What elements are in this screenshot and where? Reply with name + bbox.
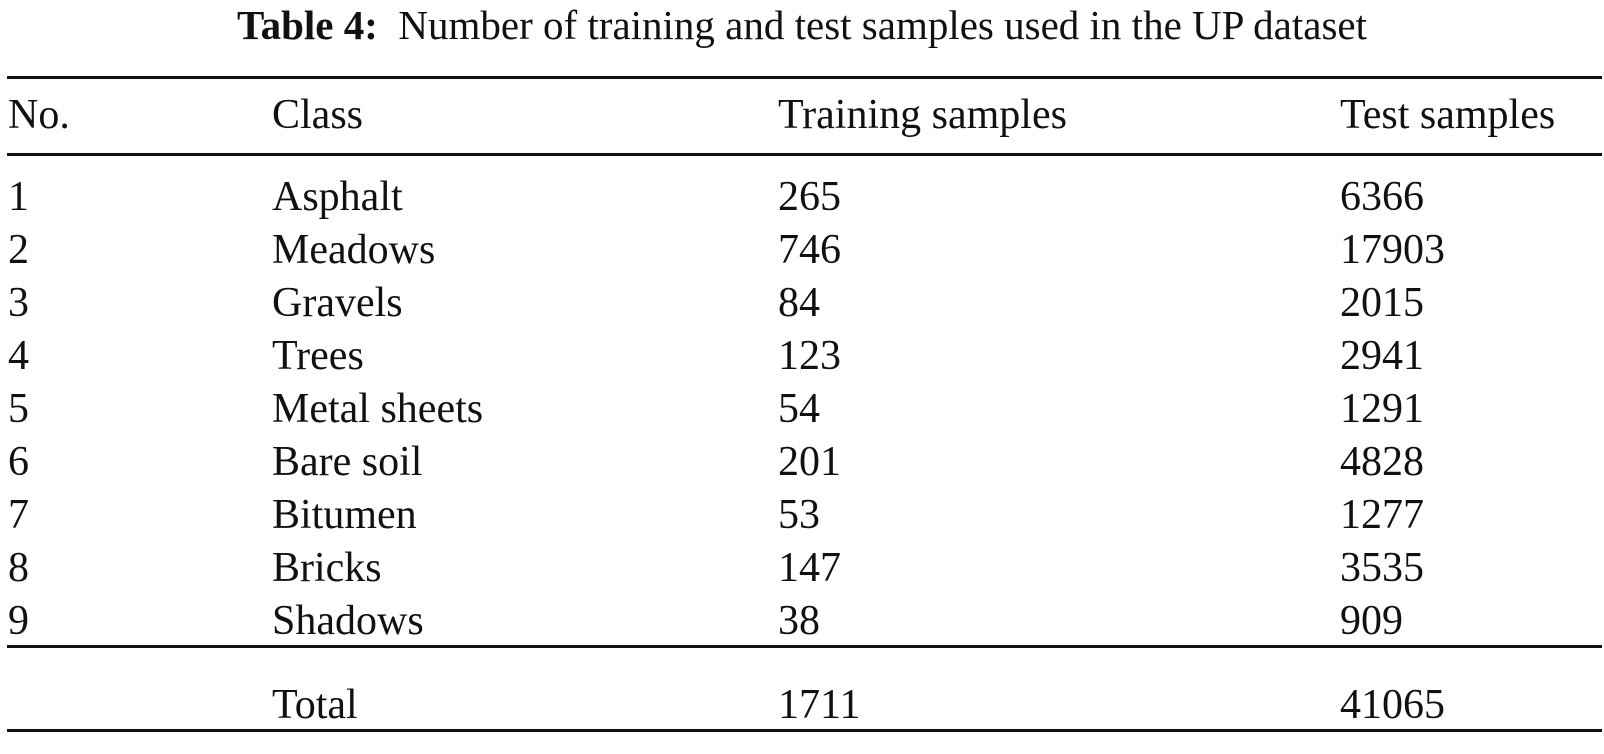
cell-class: Asphalt xyxy=(272,174,403,220)
table-header-row: No. Class Training samples Test samples xyxy=(0,84,1604,146)
table-caption-label: Table 4: xyxy=(237,2,378,48)
table-header-rule xyxy=(7,153,1602,156)
cell-training: 746 xyxy=(778,227,841,273)
table-row: 1 Asphalt 265 6366 xyxy=(0,171,1604,224)
table-row: 8 Bricks 147 3535 xyxy=(0,542,1604,595)
header-no: No. xyxy=(8,92,70,138)
cell-class: Bare soil xyxy=(272,439,423,485)
cell-class: Meadows xyxy=(272,227,436,273)
cell-training: 54 xyxy=(778,386,820,432)
cell-no: 6 xyxy=(8,439,29,485)
cell-class: Metal sheets xyxy=(272,386,484,432)
cell-no: 1 xyxy=(8,174,29,220)
cell-training: 201 xyxy=(778,439,841,485)
table-row: 7 Bitumen 53 1277 xyxy=(0,489,1604,542)
table-row: 2 Meadows 746 17903 xyxy=(0,224,1604,277)
total-label: Total xyxy=(272,682,358,728)
cell-training: 123 xyxy=(778,333,841,379)
header-test-samples: Test samples xyxy=(1340,92,1556,138)
cell-test: 3535 xyxy=(1340,545,1424,591)
cell-test: 909 xyxy=(1340,598,1403,644)
cell-training: 38 xyxy=(778,598,820,644)
table-row: 4 Trees 123 2941 xyxy=(0,330,1604,383)
cell-training: 147 xyxy=(778,545,841,591)
header-class: Class xyxy=(272,92,364,138)
table-caption-text: Number of training and test samples used… xyxy=(398,2,1367,48)
total-test: 41065 xyxy=(1340,682,1445,728)
total-training: 1711 xyxy=(778,682,861,728)
cell-no: 5 xyxy=(8,386,29,432)
cell-training: 265 xyxy=(778,174,841,220)
cell-no: 8 xyxy=(8,545,29,591)
cell-test: 17903 xyxy=(1340,227,1445,273)
cell-no: 4 xyxy=(8,333,29,379)
table-total-row: Total 1711 41065 xyxy=(0,680,1604,730)
table-bottom-rule xyxy=(7,729,1602,732)
cell-test: 4828 xyxy=(1340,439,1424,485)
table-row: 9 Shadows 38 909 xyxy=(0,595,1604,648)
cell-test: 2941 xyxy=(1340,333,1424,379)
cell-training: 84 xyxy=(778,280,820,326)
table-row: 5 Metal sheets 54 1291 xyxy=(0,383,1604,436)
cell-test: 2015 xyxy=(1340,280,1424,326)
cell-class: Trees xyxy=(272,333,364,379)
table-top-rule xyxy=(7,76,1602,79)
cell-no: 7 xyxy=(8,492,29,538)
cell-class: Gravels xyxy=(272,280,403,326)
cell-no: 9 xyxy=(8,598,29,644)
cell-test: 1291 xyxy=(1340,386,1424,432)
cell-no: 3 xyxy=(8,280,29,326)
table-caption: Table 4: Number of training and test sam… xyxy=(0,0,1604,50)
cell-test: 1277 xyxy=(1340,492,1424,538)
cell-training: 53 xyxy=(778,492,820,538)
cell-class: Bitumen xyxy=(272,492,417,538)
header-training-samples: Training samples xyxy=(778,92,1067,138)
table-total-rule xyxy=(7,645,1602,648)
cell-class: Shadows xyxy=(272,598,424,644)
table-row: 6 Bare soil 201 4828 xyxy=(0,436,1604,489)
table-row: 3 Gravels 84 2015 xyxy=(0,277,1604,330)
cell-class: Bricks xyxy=(272,545,382,591)
cell-no: 2 xyxy=(8,227,29,273)
cell-test: 6366 xyxy=(1340,174,1424,220)
